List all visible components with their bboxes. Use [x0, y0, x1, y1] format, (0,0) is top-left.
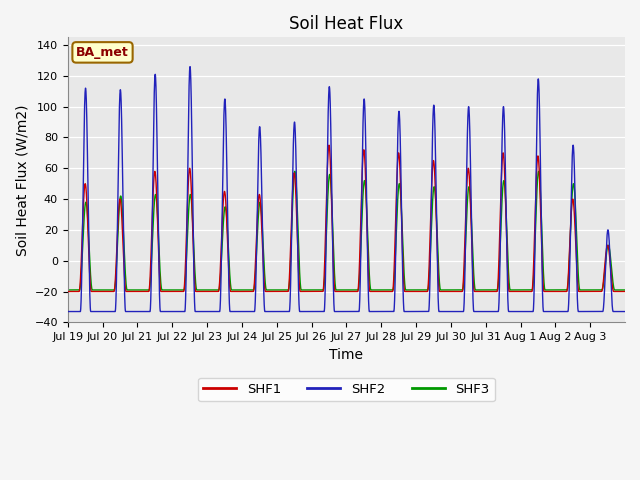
SHF1	[527, 288, 534, 294]
Legend: SHF1, SHF2, SHF3: SHF1, SHF2, SHF3	[198, 378, 495, 401]
SHF2	[367, 309, 375, 314]
SHF1	[397, 195, 405, 201]
SHF1	[621, 288, 629, 294]
Line: SHF1: SHF1	[68, 145, 625, 291]
Text: BA_met: BA_met	[76, 46, 129, 59]
X-axis label: Time: Time	[330, 348, 364, 361]
Line: SHF3: SHF3	[68, 171, 625, 290]
SHF3	[179, 287, 187, 293]
SHF3	[499, 180, 507, 186]
SHF3	[367, 287, 375, 293]
SHF3	[541, 287, 549, 293]
SHF2	[527, 309, 534, 314]
SHF3	[397, 195, 404, 201]
SHF1	[367, 288, 375, 294]
SHF2	[179, 309, 187, 314]
SHF1	[541, 288, 549, 294]
SHF3	[527, 287, 534, 293]
SHF1	[325, 142, 333, 148]
SHF2	[397, 175, 405, 180]
Line: SHF2: SHF2	[68, 67, 625, 312]
SHF2	[541, 309, 549, 314]
SHF3	[535, 168, 543, 174]
SHF2	[499, 104, 507, 110]
SHF2	[64, 309, 72, 314]
SHF3	[64, 287, 72, 293]
SHF1	[499, 150, 507, 156]
Title: Soil Heat Flux: Soil Heat Flux	[289, 15, 403, 33]
SHF3	[621, 287, 629, 293]
SHF2	[186, 64, 194, 70]
Y-axis label: Soil Heat Flux (W/m2): Soil Heat Flux (W/m2)	[15, 104, 29, 255]
SHF1	[179, 288, 187, 294]
SHF2	[621, 309, 629, 314]
SHF1	[64, 288, 72, 294]
